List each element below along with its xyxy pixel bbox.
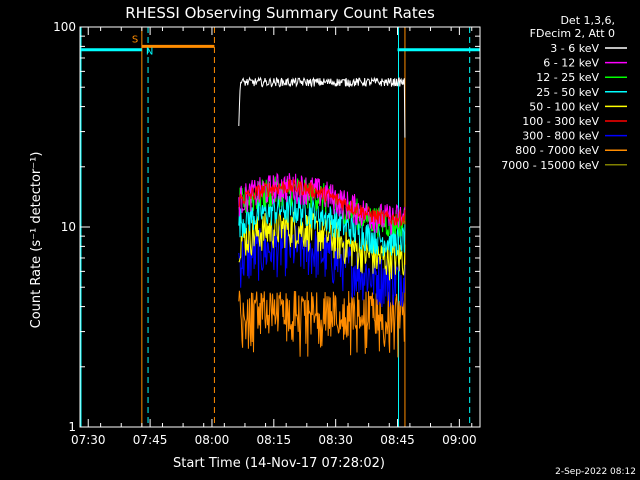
series-line-4 xyxy=(238,210,406,281)
legend-label: 300 - 800 keV xyxy=(522,130,599,143)
legend-label: 800 - 7000 keV xyxy=(515,144,599,157)
x-tick-label: 07:30 xyxy=(71,433,106,447)
legend-header: Det 1,3,6, xyxy=(560,14,615,27)
legend: Det 1,3,6,FDecim 2, Att 0 3 - 6 keV 6 - 12… xyxy=(501,14,627,172)
marker-label-N: N xyxy=(146,47,153,58)
axes: 07:30 07:45 08:00 08:15 08:30 08:45 09:00 1 10 10… xyxy=(53,20,480,447)
y-tick-label: 1 xyxy=(68,420,76,434)
chart-title: RHESSI Observing Summary Count Rates xyxy=(125,4,435,22)
legend-header: FDecim 2, Att 0 xyxy=(530,27,615,40)
x-axis-label: Start Time (14-Nov-17 07:28:02) xyxy=(173,456,385,471)
series-line-7 xyxy=(238,290,406,358)
x-tick-label: 07:45 xyxy=(133,433,168,447)
legend-label: 25 - 50 keV xyxy=(536,86,599,99)
x-tick-label: 08:00 xyxy=(195,433,230,447)
x-tick-label: 08:45 xyxy=(380,433,415,447)
legend-label: 12 - 25 keV xyxy=(536,71,599,84)
legend-label: 3 - 6 keV xyxy=(550,42,599,55)
legend-label: 100 - 300 keV xyxy=(522,115,599,128)
timestamp: 2-Sep-2022 08:12 xyxy=(555,467,636,477)
series-line-6 xyxy=(238,222,406,308)
series-line-3 xyxy=(238,195,406,257)
legend-label: 7000 - 15000 keV xyxy=(501,159,599,172)
x-tick-label: 08:15 xyxy=(257,433,292,447)
y-tick-label: 10 xyxy=(61,220,76,234)
y-axis-label: Count Rate (s⁻¹ detector⁻¹) xyxy=(29,152,44,329)
x-tick-label: 09:00 xyxy=(442,433,477,447)
legend-label: 6 - 12 keV xyxy=(543,57,599,70)
plot-area: SN xyxy=(80,27,480,427)
y-tick-label: 100 xyxy=(53,20,76,34)
marker-label-S: S xyxy=(132,34,138,45)
x-tick-label: 08:30 xyxy=(318,433,353,447)
legend-label: 50 - 100 keV xyxy=(529,100,599,113)
series-line-5 xyxy=(238,179,406,227)
series-line-0 xyxy=(238,76,406,138)
